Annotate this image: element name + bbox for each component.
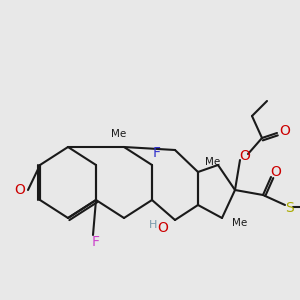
Text: Me: Me xyxy=(232,218,247,228)
Text: O: O xyxy=(15,183,26,197)
Text: O: O xyxy=(240,149,250,163)
Text: Me: Me xyxy=(111,129,127,139)
Text: O: O xyxy=(280,124,290,138)
Text: F: F xyxy=(153,146,161,160)
Text: H: H xyxy=(149,220,157,230)
Text: S: S xyxy=(285,201,293,215)
Text: O: O xyxy=(271,165,281,179)
Text: O: O xyxy=(158,221,168,235)
Text: F: F xyxy=(92,235,100,249)
Text: Me: Me xyxy=(206,157,220,167)
